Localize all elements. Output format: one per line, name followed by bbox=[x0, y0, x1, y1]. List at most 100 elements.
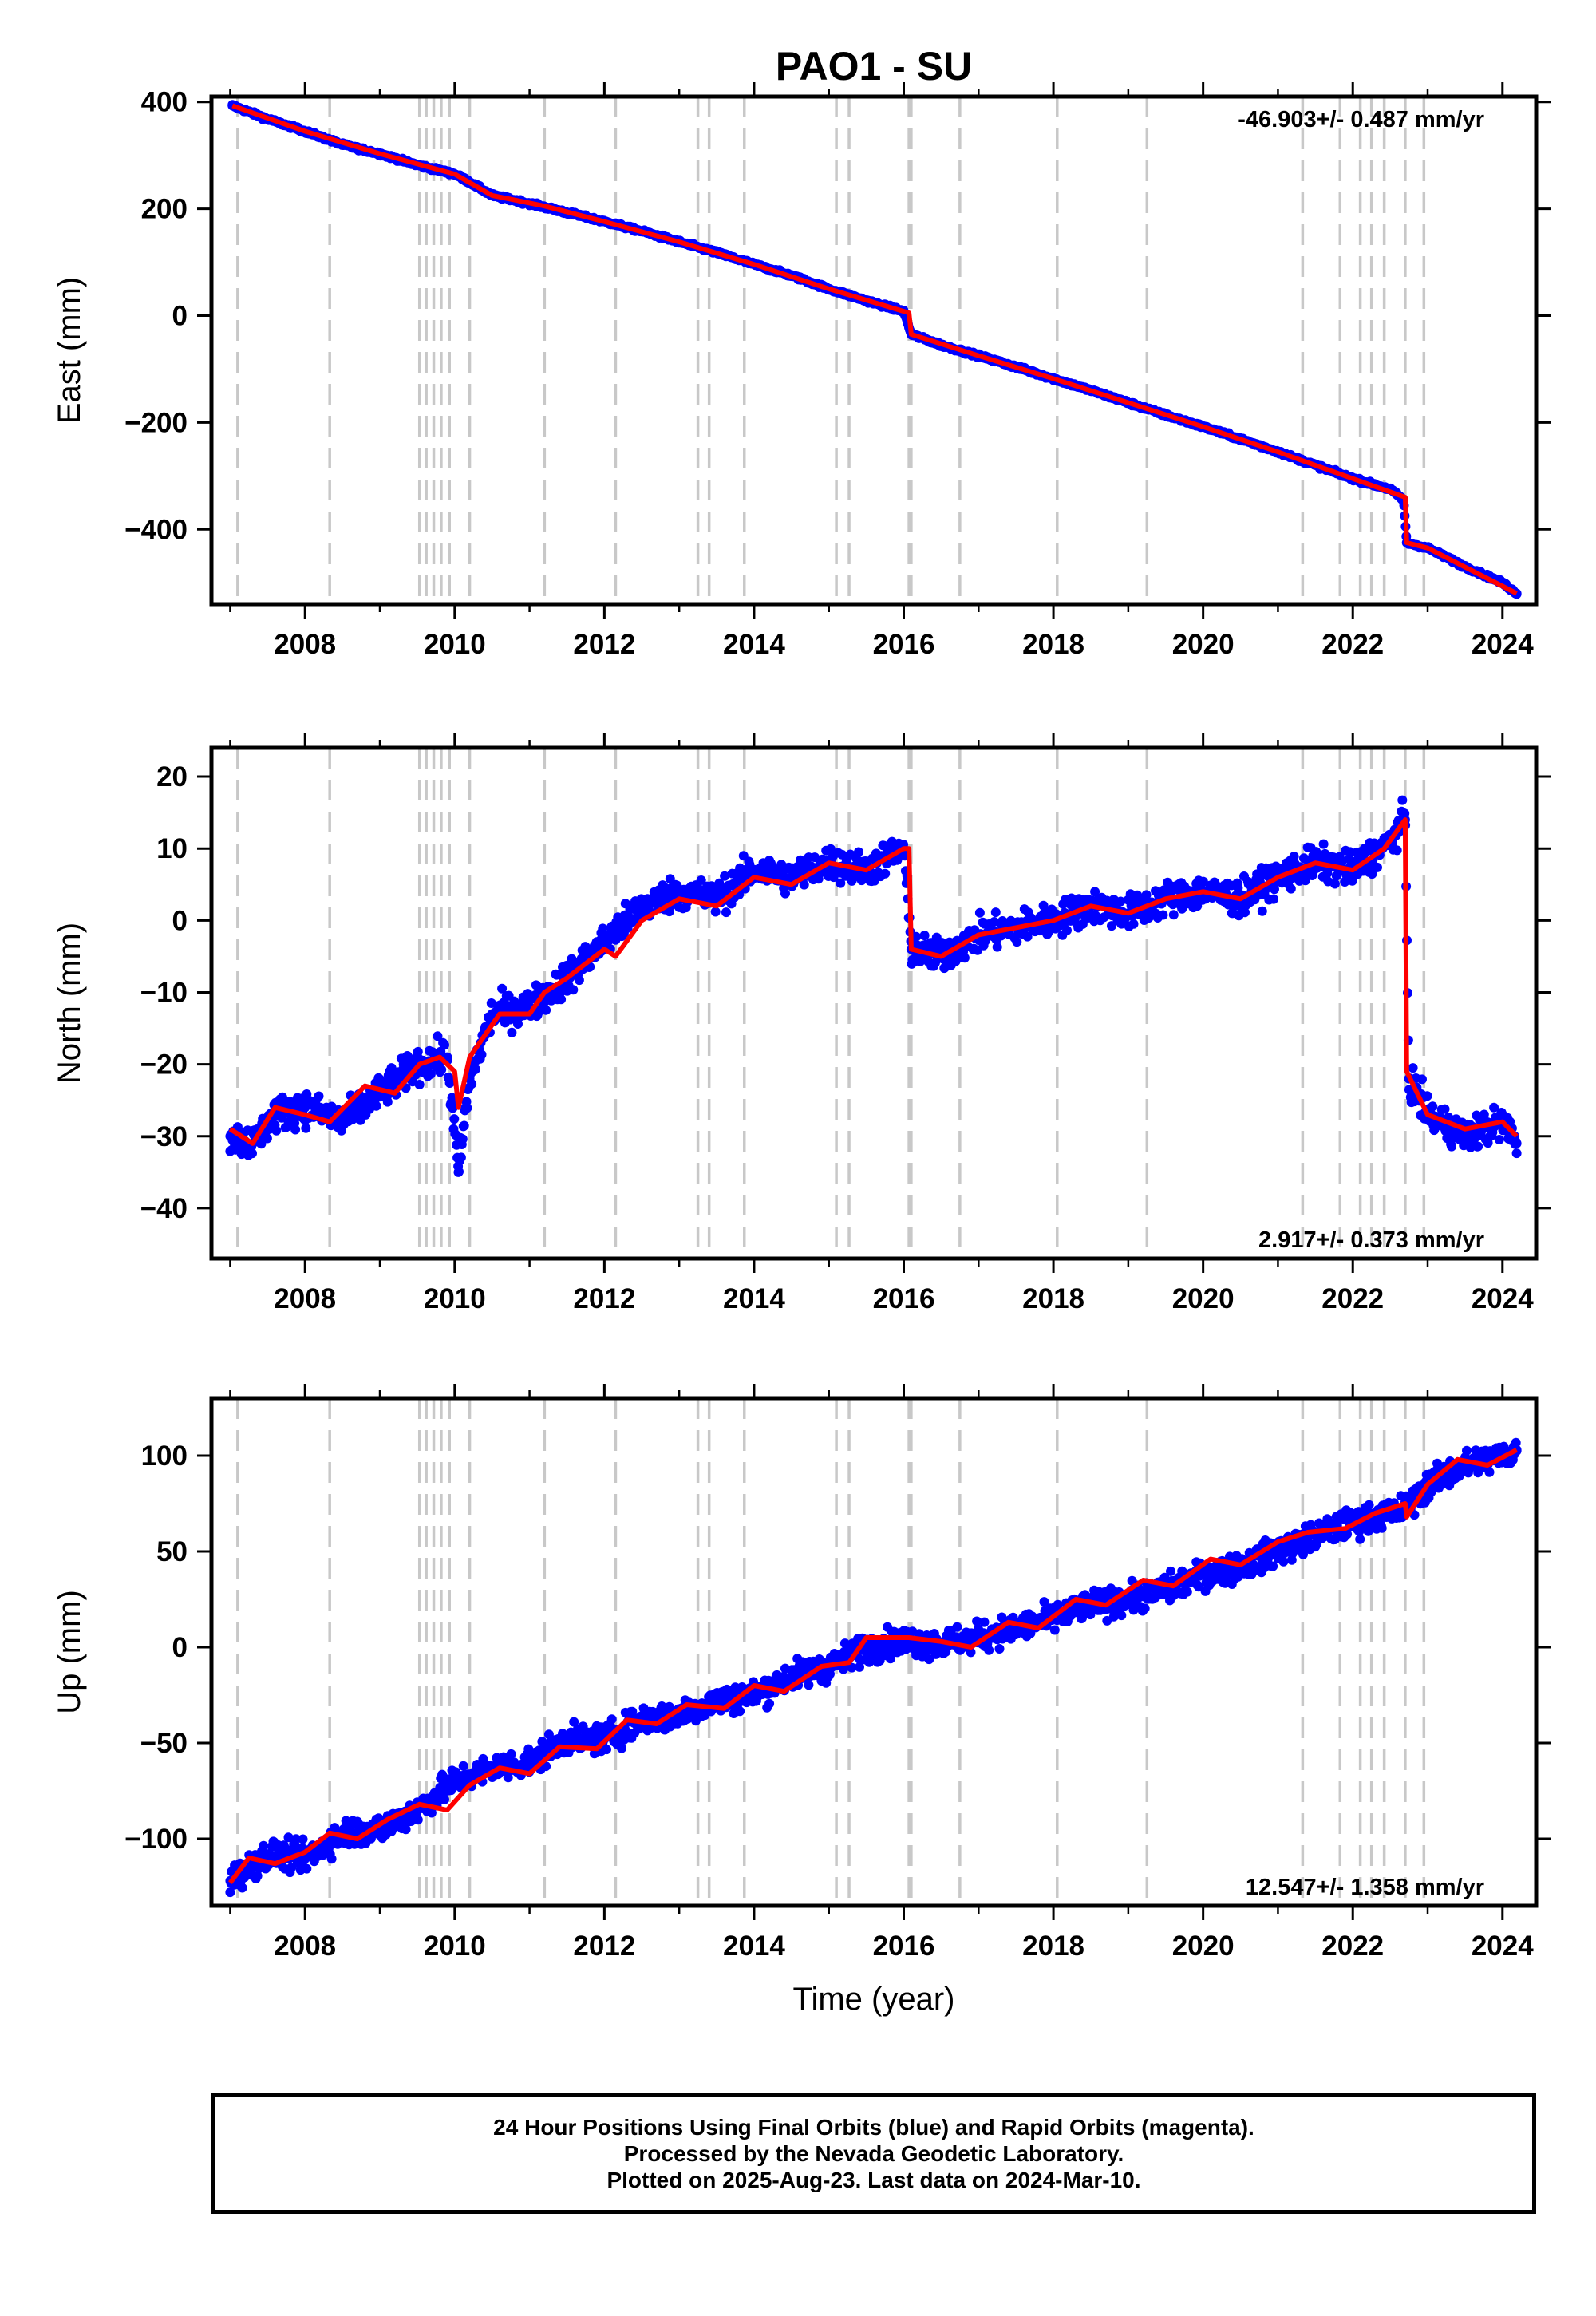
data-point bbox=[813, 874, 824, 884]
panels-group: 2008 2010 2012 2014 2016 2018 2020 2022 20244002… bbox=[52, 82, 1551, 2017]
data-point bbox=[1318, 839, 1329, 849]
x-tick-label: 2020 bbox=[1172, 629, 1235, 660]
data-point bbox=[476, 1049, 487, 1060]
data-point bbox=[298, 1834, 308, 1844]
data-point bbox=[1345, 847, 1355, 857]
x-tick-label: 2020 bbox=[1172, 1283, 1235, 1314]
data-point bbox=[459, 1120, 469, 1131]
data-points-east bbox=[227, 100, 1522, 599]
data-point bbox=[506, 1749, 516, 1759]
data-point bbox=[574, 975, 584, 986]
data-point bbox=[1233, 883, 1243, 893]
panel-north: 2008 2010 2012 2014 2016 2018 2020 2022 20242010… bbox=[52, 733, 1551, 1314]
data-point bbox=[1367, 869, 1377, 879]
data-point bbox=[569, 1717, 579, 1727]
rate-annotation: -46.903+/- 0.487 mm/yr bbox=[1238, 107, 1484, 132]
data-point bbox=[880, 868, 891, 879]
data-point bbox=[426, 1808, 437, 1818]
data-point bbox=[1447, 1141, 1456, 1152]
data-point bbox=[470, 1064, 480, 1074]
data-point bbox=[1397, 795, 1408, 805]
data-point bbox=[1489, 1102, 1499, 1113]
data-point bbox=[259, 1840, 269, 1851]
data-point bbox=[262, 1133, 272, 1144]
data-point bbox=[780, 888, 790, 899]
model-line-east bbox=[231, 103, 1518, 596]
data-point bbox=[326, 1854, 337, 1864]
data-point bbox=[448, 1103, 458, 1113]
data-point bbox=[1062, 925, 1072, 935]
data-point bbox=[836, 878, 846, 888]
data-point bbox=[984, 1645, 994, 1655]
data-point bbox=[456, 1152, 466, 1163]
data-point bbox=[1039, 1597, 1049, 1607]
data-point bbox=[1116, 896, 1126, 907]
data-point bbox=[440, 1794, 449, 1804]
data-point bbox=[1166, 1566, 1175, 1576]
x-tick-label: 2016 bbox=[873, 629, 935, 660]
data-point bbox=[637, 901, 647, 911]
y-axis-label: East (mm) bbox=[52, 277, 87, 424]
data-point bbox=[507, 1027, 517, 1037]
data-point bbox=[1329, 879, 1340, 889]
data-point bbox=[1168, 910, 1179, 920]
x-tick-label: 2012 bbox=[573, 1283, 635, 1314]
data-point bbox=[382, 1097, 393, 1107]
y-tick-label: −30 bbox=[140, 1121, 188, 1152]
data-point bbox=[1182, 1587, 1192, 1597]
data-point bbox=[291, 1834, 301, 1844]
data-point bbox=[1428, 1101, 1438, 1112]
data-point bbox=[1494, 1135, 1504, 1144]
data-points-up bbox=[225, 1437, 1522, 1898]
data-point bbox=[606, 1714, 617, 1725]
data-point bbox=[462, 1103, 472, 1113]
y-tick-label: −40 bbox=[140, 1193, 188, 1224]
data-point bbox=[924, 1654, 934, 1665]
data-point bbox=[919, 931, 930, 941]
data-point bbox=[786, 872, 796, 883]
data-point bbox=[674, 887, 685, 897]
data-point bbox=[401, 1824, 411, 1835]
rate-annotation: 2.917+/- 0.373 mm/yr bbox=[1258, 1227, 1484, 1253]
y-tick-label: 0 bbox=[172, 300, 188, 331]
data-point bbox=[810, 852, 820, 863]
data-point bbox=[749, 865, 759, 875]
data-point bbox=[1511, 1138, 1522, 1148]
data-point bbox=[1286, 883, 1296, 894]
y-tick-label: −400 bbox=[124, 514, 188, 545]
data-point bbox=[302, 1863, 312, 1874]
x-tick-label: 2018 bbox=[1022, 1283, 1084, 1314]
data-point bbox=[225, 1887, 235, 1898]
x-tick-label: 2024 bbox=[1472, 629, 1534, 660]
data-point bbox=[714, 878, 725, 888]
data-point bbox=[1479, 1109, 1489, 1120]
data-point bbox=[457, 1134, 468, 1144]
data-point bbox=[1049, 1625, 1060, 1635]
y-axis-label: North (mm) bbox=[52, 923, 87, 1084]
data-point bbox=[453, 1167, 464, 1177]
data-point bbox=[1116, 1611, 1127, 1621]
data-point bbox=[1460, 1131, 1470, 1141]
data-point bbox=[568, 985, 579, 995]
panel-east: 2008 2010 2012 2014 2016 2018 2020 2022 20244002… bbox=[52, 82, 1551, 660]
data-point bbox=[952, 1622, 962, 1632]
data-point bbox=[283, 1832, 294, 1843]
data-point bbox=[338, 1117, 348, 1127]
data-point bbox=[371, 1101, 381, 1111]
plot-title: PAO1 - SU bbox=[776, 44, 972, 89]
data-point bbox=[444, 1078, 455, 1088]
data-point bbox=[599, 937, 610, 947]
x-tick-label: 2008 bbox=[274, 1283, 336, 1314]
data-point bbox=[1511, 1148, 1522, 1159]
data-point bbox=[237, 1883, 247, 1893]
data-point bbox=[556, 994, 567, 1005]
data-point bbox=[847, 1662, 857, 1673]
y-tick-label: 0 bbox=[172, 905, 188, 936]
y-tick-label: 10 bbox=[156, 833, 188, 864]
data-point bbox=[696, 875, 706, 885]
data-point bbox=[994, 1644, 1005, 1654]
data-points-north bbox=[225, 795, 1522, 1177]
y-tick-label: 400 bbox=[141, 87, 188, 118]
data-point bbox=[1392, 845, 1402, 856]
data-point bbox=[992, 942, 1002, 952]
